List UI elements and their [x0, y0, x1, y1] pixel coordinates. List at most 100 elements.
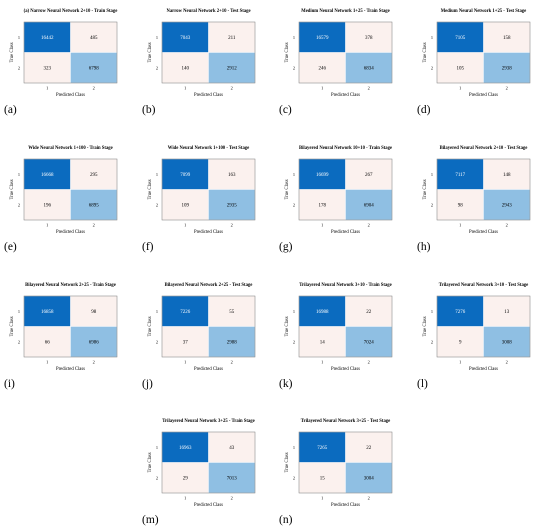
x-axis-label: Predicted Class [331, 93, 360, 98]
matrix-cell [161, 158, 209, 190]
x-tick-label: 2 [93, 86, 95, 91]
x-axis-label: Predicted Class [331, 367, 360, 372]
y-tick-label: 2 [18, 202, 20, 207]
y-axis-label: True Class [423, 316, 428, 336]
subfigure-tag: (l) [417, 378, 428, 390]
matrix-border [298, 295, 393, 358]
cell-value: 16668 [41, 173, 54, 178]
cell-value: 9 [459, 341, 462, 346]
y-tick-label: 2 [293, 475, 295, 480]
x-tick-label: 1 [321, 86, 323, 91]
y-tick-label: 1 [18, 309, 20, 314]
y-tick-label: 1 [293, 309, 295, 314]
cell-value: 109 [182, 204, 190, 209]
matrix-cell [436, 295, 484, 327]
y-tick-label: 2 [431, 202, 433, 207]
y-tick-label: 2 [156, 339, 158, 344]
subfigure-tag: (f) [142, 241, 154, 253]
cell-value: 7226 [180, 310, 191, 315]
cell-value: 6798 [89, 67, 100, 72]
y-tick-label: 2 [293, 65, 295, 70]
cell-value: 2912 [227, 67, 238, 72]
x-axis-label: Predicted Class [331, 230, 360, 235]
y-tick-label: 2 [431, 65, 433, 70]
matrix-cell [70, 21, 118, 53]
y-tick-label: 1 [156, 445, 158, 450]
y-tick-label: 1 [293, 35, 295, 40]
matrix-cell [208, 158, 256, 190]
y-tick-label: 2 [156, 475, 158, 480]
cell-value: 7265 [317, 446, 328, 451]
cell-value: 2943 [502, 204, 513, 209]
panel-title: Trilayered Neural Network 3+10 - Test St… [439, 283, 528, 288]
cell-value: 2938 [502, 67, 513, 72]
y-tick-label: 2 [18, 65, 20, 70]
y-tick-label: 1 [431, 172, 433, 177]
panel-title: Wide Neural Network 1+100 - Test Stage [168, 146, 250, 151]
cell-value: 267 [365, 173, 373, 178]
matrix-cell [483, 326, 531, 358]
matrix-cell [70, 295, 118, 327]
y-tick-label: 2 [18, 339, 20, 344]
matrix-border [298, 21, 393, 84]
cell-value: 7105 [455, 36, 466, 41]
matrix-cell [298, 21, 346, 53]
matrix-cell [345, 462, 393, 494]
x-tick-label: 1 [321, 496, 323, 501]
matrix-border [161, 295, 256, 358]
cell-value: 7043 [180, 36, 191, 41]
cell-value: 14 [320, 341, 326, 346]
y-axis-label: True Class [148, 179, 153, 199]
cell-value: 7117 [455, 173, 465, 178]
cell-value: 3004 [364, 477, 375, 482]
x-tick-label: 2 [368, 86, 370, 91]
matrix-cell [208, 295, 256, 327]
cell-value: 7013 [227, 477, 238, 482]
x-tick-label: 1 [321, 360, 323, 365]
matrix-cell [23, 158, 71, 190]
matrix-cell [208, 326, 256, 358]
x-axis-label: Predicted Class [56, 367, 85, 372]
matrix-cell [483, 52, 531, 84]
subfigure-tag: (k) [279, 378, 293, 390]
matrix-border [436, 21, 531, 84]
y-tick-label: 1 [156, 172, 158, 177]
cell-value: 55 [229, 310, 235, 315]
panel-title: Trilayered Neural Network 3+25 - Train S… [162, 419, 254, 424]
x-tick-label: 2 [368, 223, 370, 228]
x-tick-label: 2 [231, 86, 233, 91]
y-tick-label: 2 [293, 339, 295, 344]
subfigure-tag: (m) [142, 514, 159, 526]
matrix-cell [70, 158, 118, 190]
matrix-cell [208, 52, 256, 84]
y-axis-label: True Class [423, 179, 428, 199]
subfigure-tag: (g) [279, 241, 293, 253]
cell-value: 485 [90, 36, 98, 41]
matrix-cell [161, 326, 209, 358]
cell-value: 16579 [316, 36, 329, 41]
subfigure-tag: (c) [279, 104, 292, 116]
x-axis-label: Predicted Class [194, 367, 223, 372]
panel-title: Bilayered Neural Network 2+25 - Test Sta… [165, 283, 253, 288]
cell-value: 29 [183, 477, 189, 482]
cell-value: 163 [228, 173, 236, 178]
matrix-border [23, 158, 118, 221]
matrix-border [161, 21, 256, 84]
matrix-border [161, 431, 256, 494]
y-tick-label: 1 [18, 172, 20, 177]
matrix-border [23, 295, 118, 358]
cell-value: 6986 [89, 341, 100, 346]
x-tick-label: 1 [46, 223, 48, 228]
x-axis-label: Predicted Class [469, 230, 498, 235]
subfigure-tag: (e) [4, 241, 17, 253]
matrix-border [298, 158, 393, 221]
panel-title: Trilayered Neural Network 3+10 - Train S… [299, 283, 391, 288]
matrix-cell [70, 326, 118, 358]
subfigure-tag: (h) [417, 241, 431, 253]
matrix-cell [23, 295, 71, 327]
y-tick-label: 1 [156, 35, 158, 40]
x-tick-label: 1 [184, 360, 186, 365]
cell-value: 3008 [502, 341, 513, 346]
cell-value: 246 [319, 67, 327, 72]
x-axis-label: Predicted Class [194, 230, 223, 235]
